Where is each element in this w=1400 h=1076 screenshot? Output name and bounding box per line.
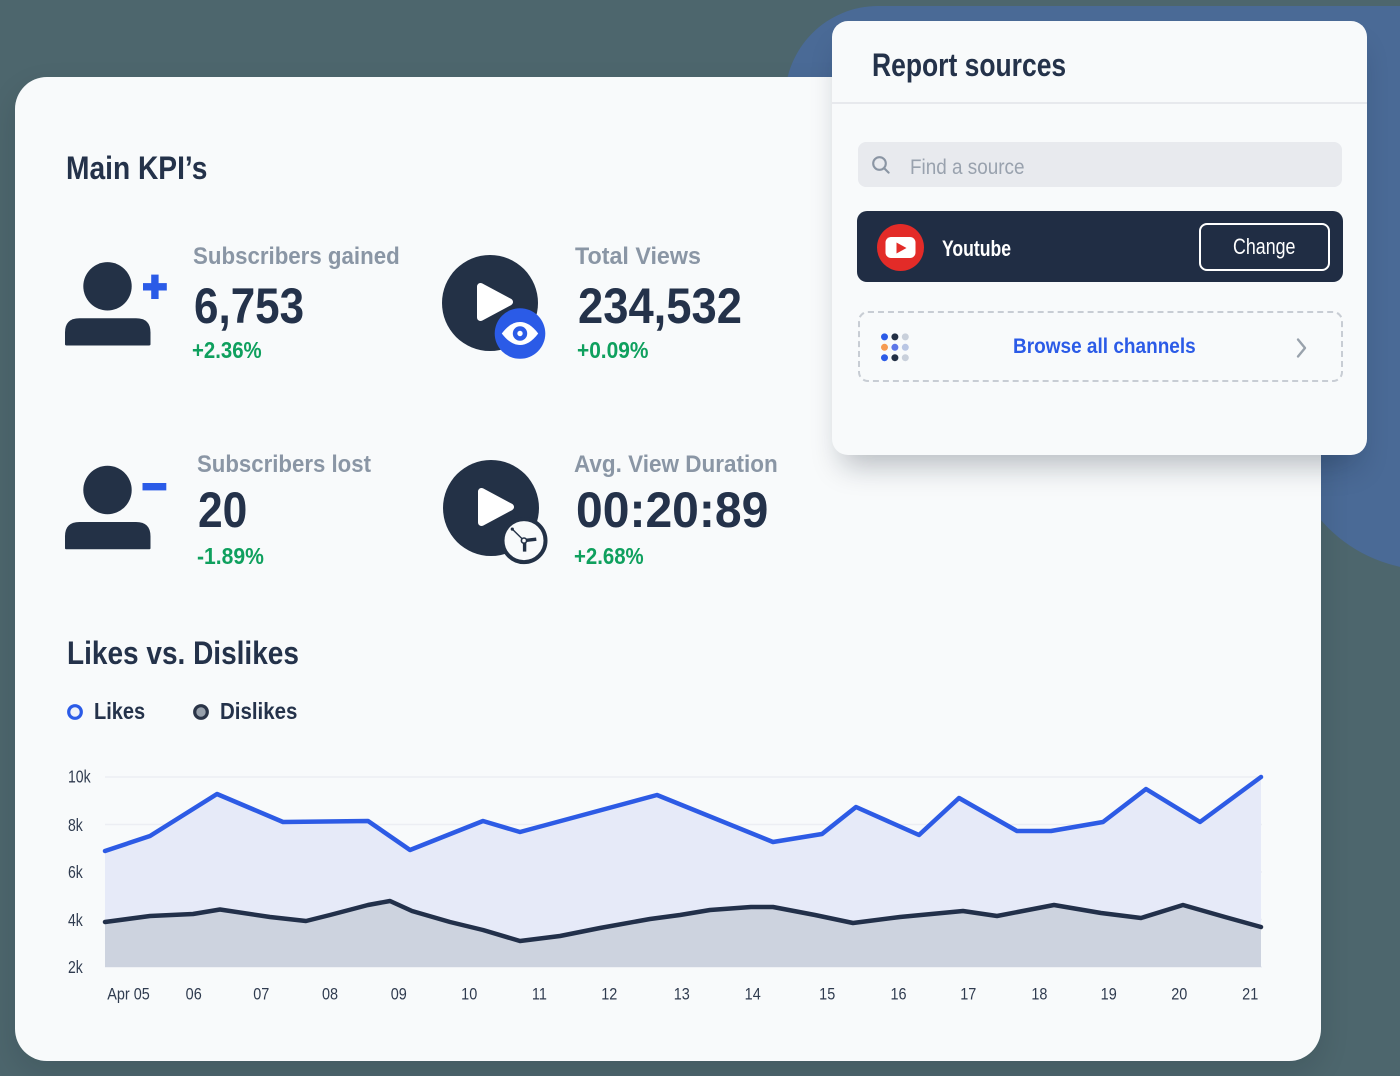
svg-text:15: 15 bbox=[819, 985, 835, 1003]
svg-text:10: 10 bbox=[461, 985, 477, 1003]
svg-text:06: 06 bbox=[186, 985, 202, 1003]
svg-text:Apr 05: Apr 05 bbox=[107, 985, 150, 1003]
svg-text:11: 11 bbox=[532, 985, 547, 1003]
svg-text:18: 18 bbox=[1031, 985, 1047, 1003]
svg-text:08: 08 bbox=[322, 985, 338, 1003]
svg-text:14: 14 bbox=[745, 985, 761, 1003]
svg-text:12: 12 bbox=[601, 985, 617, 1003]
svg-text:10k: 10k bbox=[68, 767, 91, 787]
svg-text:19: 19 bbox=[1101, 985, 1117, 1003]
svg-text:16: 16 bbox=[890, 985, 906, 1003]
svg-text:13: 13 bbox=[674, 985, 690, 1003]
svg-text:07: 07 bbox=[253, 985, 269, 1003]
svg-text:09: 09 bbox=[391, 985, 407, 1003]
svg-text:8k: 8k bbox=[68, 815, 84, 835]
svg-text:2k: 2k bbox=[68, 957, 84, 977]
svg-text:21: 21 bbox=[1242, 985, 1258, 1003]
svg-text:4k: 4k bbox=[68, 910, 84, 930]
svg-text:20: 20 bbox=[1171, 985, 1187, 1003]
svg-text:6k: 6k bbox=[68, 862, 84, 882]
svg-text:17: 17 bbox=[960, 985, 976, 1003]
